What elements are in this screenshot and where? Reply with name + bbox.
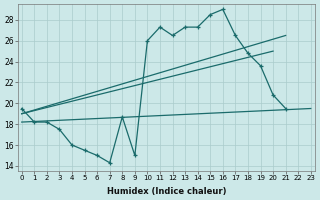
- X-axis label: Humidex (Indice chaleur): Humidex (Indice chaleur): [107, 187, 226, 196]
